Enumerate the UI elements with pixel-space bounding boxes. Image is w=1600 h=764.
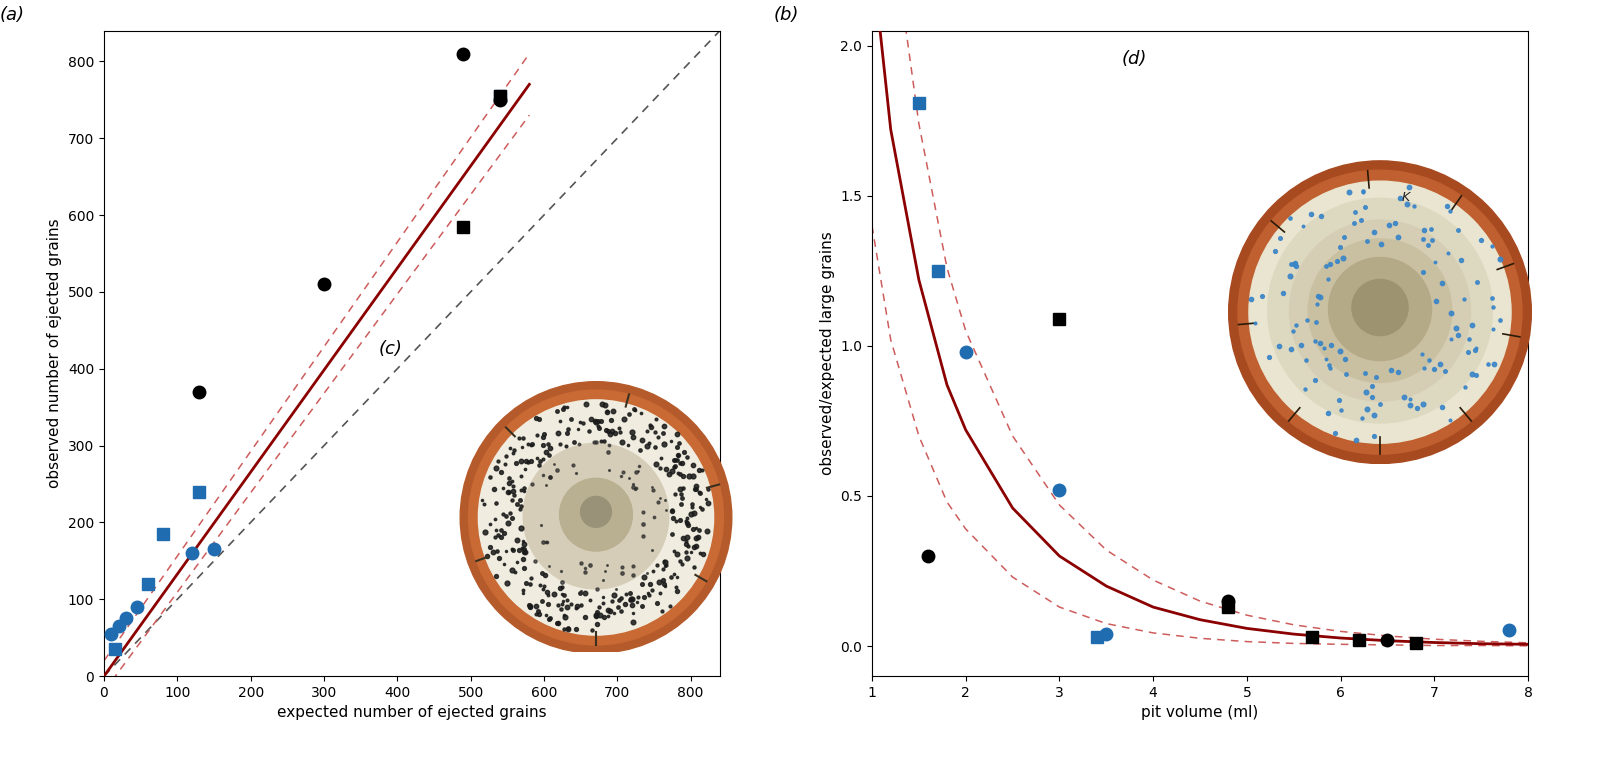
Circle shape — [1267, 199, 1493, 423]
Circle shape — [1328, 257, 1432, 361]
Circle shape — [478, 400, 714, 635]
Text: K: K — [1402, 190, 1410, 203]
Circle shape — [1309, 239, 1451, 383]
Text: (b): (b) — [774, 6, 798, 24]
Text: (a): (a) — [0, 6, 24, 24]
Circle shape — [469, 390, 723, 645]
Circle shape — [523, 443, 669, 589]
Circle shape — [461, 382, 731, 653]
Circle shape — [1238, 170, 1522, 454]
Y-axis label: observed/expected large grains: observed/expected large grains — [819, 231, 835, 475]
Text: (d): (d) — [1122, 50, 1147, 68]
X-axis label: expected number of ejected grains: expected number of ejected grains — [277, 705, 547, 720]
Circle shape — [1290, 220, 1470, 401]
Circle shape — [1352, 280, 1408, 335]
Text: (c): (c) — [378, 341, 402, 358]
Circle shape — [1250, 181, 1510, 443]
Circle shape — [560, 478, 632, 551]
Y-axis label: observed number of ejected grains: observed number of ejected grains — [48, 219, 62, 488]
Circle shape — [1229, 161, 1531, 464]
X-axis label: pit volume (ml): pit volume (ml) — [1141, 705, 1259, 720]
Circle shape — [581, 497, 611, 527]
